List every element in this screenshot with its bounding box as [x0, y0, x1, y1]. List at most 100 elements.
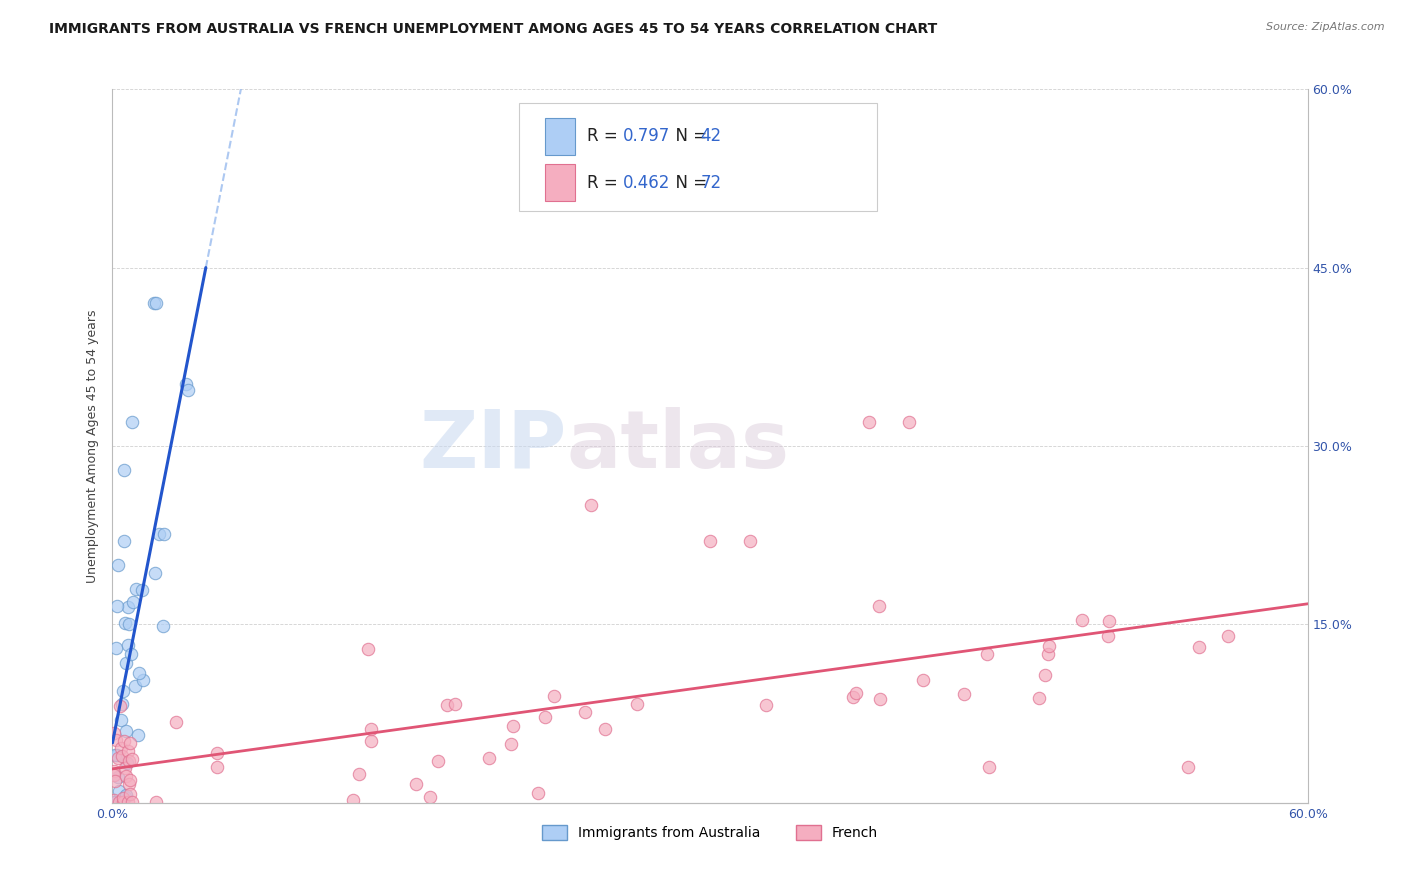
Point — [1028, 691, 1050, 706]
Point — [1097, 629, 1119, 643]
Text: ZIP: ZIP — [419, 407, 567, 485]
Point — [117, 744, 139, 758]
FancyBboxPatch shape — [546, 164, 575, 202]
Point — [443, 697, 465, 711]
Point — [112, 683, 135, 698]
Point — [105, 599, 128, 613]
Point — [117, 639, 139, 653]
Point — [118, 776, 141, 790]
Point — [110, 713, 132, 727]
Point — [132, 673, 155, 687]
Point — [131, 583, 153, 598]
Point — [103, 725, 125, 739]
Point — [117, 756, 139, 770]
Point — [953, 687, 976, 701]
Point — [104, 733, 127, 747]
Point — [427, 754, 450, 768]
Point — [1216, 629, 1239, 643]
Point — [526, 786, 548, 800]
Point — [107, 558, 129, 572]
Text: R =: R = — [586, 174, 623, 192]
Point — [114, 789, 136, 803]
Point — [858, 415, 880, 429]
Point — [738, 534, 761, 549]
Point — [357, 641, 380, 656]
Point — [152, 618, 174, 632]
Point — [122, 594, 145, 608]
Point — [176, 384, 198, 398]
Point — [118, 736, 141, 750]
Point — [145, 296, 167, 310]
Point — [755, 698, 778, 713]
Point — [112, 733, 135, 747]
Point — [911, 673, 934, 687]
Point — [103, 793, 125, 807]
Point — [105, 641, 128, 656]
Point — [104, 747, 127, 762]
Point — [845, 686, 868, 700]
Point — [1188, 640, 1211, 654]
Point — [104, 795, 127, 809]
Point — [110, 748, 132, 763]
Text: N =: N = — [665, 128, 711, 145]
Point — [121, 415, 143, 429]
Point — [111, 791, 134, 805]
Point — [125, 582, 148, 596]
Point — [626, 698, 648, 712]
Point — [976, 647, 998, 661]
Point — [114, 761, 136, 775]
Point — [118, 754, 141, 768]
Point — [502, 719, 524, 733]
Point — [499, 737, 522, 751]
Point — [574, 705, 596, 719]
Point — [108, 784, 131, 798]
Point — [103, 764, 125, 778]
Text: 72: 72 — [700, 174, 721, 192]
Point — [842, 690, 865, 705]
Point — [143, 296, 166, 310]
Point — [1098, 614, 1121, 628]
Point — [869, 691, 891, 706]
Point — [121, 795, 143, 809]
Text: 0.462: 0.462 — [623, 174, 671, 192]
Point — [127, 729, 149, 743]
Point — [174, 377, 197, 392]
Point — [104, 774, 127, 789]
Text: Source: ZipAtlas.com: Source: ZipAtlas.com — [1267, 22, 1385, 32]
Point — [360, 723, 382, 737]
Point — [103, 767, 125, 781]
Legend: Immigrants from Australia, French: Immigrants from Australia, French — [537, 820, 883, 846]
Point — [114, 768, 136, 782]
Text: atlas: atlas — [567, 407, 790, 485]
Point — [898, 415, 921, 429]
Point — [117, 795, 139, 809]
Point — [1038, 640, 1060, 654]
Point — [124, 679, 146, 693]
Point — [360, 734, 382, 748]
Point — [1033, 667, 1056, 681]
Point — [342, 793, 364, 807]
Point — [405, 777, 427, 791]
Point — [110, 795, 132, 809]
Point — [114, 724, 136, 739]
Point — [543, 689, 565, 703]
Point — [103, 795, 125, 809]
Text: R =: R = — [586, 128, 623, 145]
Point — [869, 599, 891, 614]
Text: N =: N = — [665, 174, 711, 192]
Point — [111, 795, 134, 809]
Point — [114, 534, 135, 549]
Point — [1177, 760, 1199, 774]
Point — [108, 795, 131, 809]
Point — [143, 566, 166, 581]
Point — [114, 789, 136, 804]
Point — [419, 789, 441, 804]
Point — [114, 616, 136, 631]
Point — [107, 770, 129, 784]
Point — [120, 787, 142, 801]
Point — [533, 709, 555, 723]
Point — [152, 526, 174, 541]
Point — [579, 499, 602, 513]
Point — [977, 760, 1000, 774]
Point — [121, 752, 143, 766]
